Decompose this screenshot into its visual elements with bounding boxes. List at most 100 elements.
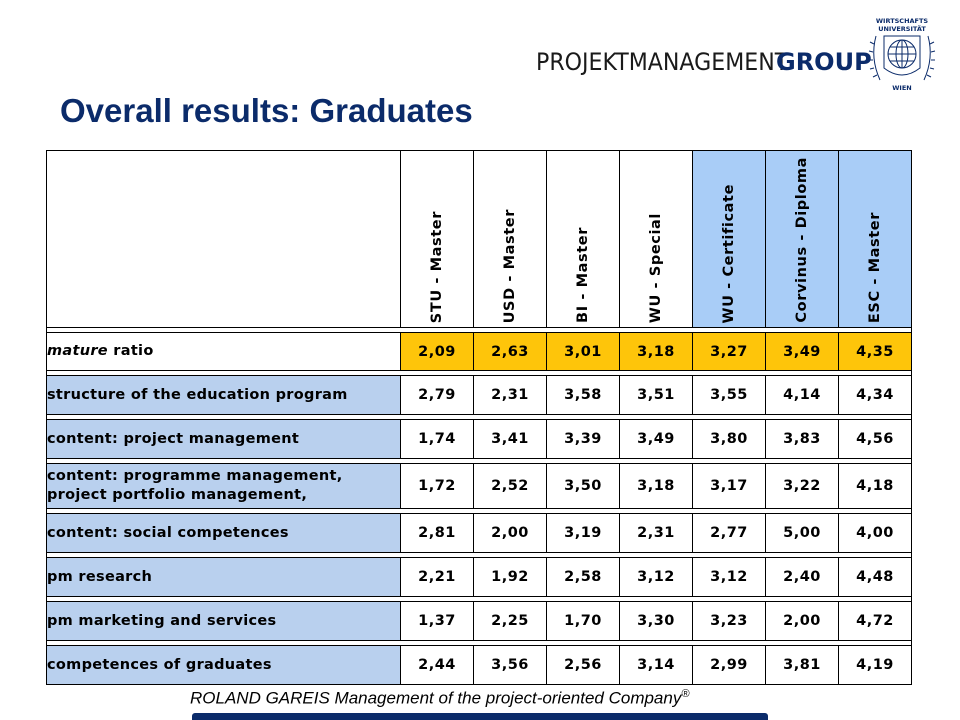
table-cell: 2,00	[473, 513, 547, 553]
table-cell: 4,72	[838, 601, 912, 641]
row-label-line-1: content: programme management,	[47, 468, 343, 484]
svg-text:WIEN: WIEN	[892, 84, 911, 92]
table-cell: 3,51	[619, 375, 693, 415]
table-cell: 4,14	[765, 375, 839, 415]
table-cell: 2,63	[473, 332, 547, 371]
table-cell: 3,23	[692, 601, 766, 641]
table-cell: 1,37	[400, 601, 474, 641]
table-row: content: social competences 2,81 2,00 3,…	[46, 513, 912, 553]
table-row: pm marketing and services 1,37 2,25 1,70…	[46, 601, 912, 641]
table-cell: 2,25	[473, 601, 547, 641]
table-cell: 2,31	[473, 375, 547, 415]
table-cell: 4,34	[838, 375, 912, 415]
table-cell: 3,14	[619, 645, 693, 685]
table-cell: 4,48	[838, 557, 912, 597]
table-cell: 2,52	[473, 463, 547, 509]
table-cell: 3,30	[619, 601, 693, 641]
table-cell: 3,80	[692, 419, 766, 459]
row-label-line-2: project portfolio management,	[47, 487, 308, 503]
column-header-label: STU - Master	[429, 210, 445, 323]
column-header: Corvinus - Diploma	[765, 150, 839, 328]
footer-label: ROLAND GAREIS Management of the project-…	[190, 688, 682, 708]
table-cell: 2,21	[400, 557, 474, 597]
column-header: WU - Special	[619, 150, 693, 328]
table-cell: 3,81	[765, 645, 839, 685]
column-header-label: ESC - Master	[867, 211, 883, 323]
table-cell: 2,44	[400, 645, 474, 685]
column-header: WU - Certificate	[692, 150, 766, 328]
table-cell: 3,55	[692, 375, 766, 415]
row-label-italic: mature	[47, 343, 108, 359]
table-cell: 2,99	[692, 645, 766, 685]
table-cell: 3,27	[692, 332, 766, 371]
table-cell: 3,17	[692, 463, 766, 509]
table-header-row: STU - Master USD - Master BI - Master WU…	[46, 150, 912, 328]
table-cell: 3,18	[619, 463, 693, 509]
table-cell: 3,83	[765, 419, 839, 459]
footer-bar	[192, 713, 768, 720]
column-header-label: WU - Special	[648, 212, 664, 323]
column-header: ESC - Master	[838, 150, 912, 328]
table-cell: 2,77	[692, 513, 766, 553]
footer-text: ROLAND GAREIS Management of the project-…	[190, 688, 689, 709]
results-table: STU - Master USD - Master BI - Master WU…	[46, 150, 912, 685]
table-cell: 1,92	[473, 557, 547, 597]
table-cell: 4,18	[838, 463, 912, 509]
table-cell: 2,00	[765, 601, 839, 641]
row-label: pm marketing and services	[46, 601, 401, 641]
table-cell: 2,56	[546, 645, 620, 685]
table-row: structure of the education program 2,79 …	[46, 375, 912, 415]
row-label: pm research	[46, 557, 401, 597]
row-label: mature ratio	[46, 332, 401, 371]
table-row: competences of graduates 2,44 3,56 2,56 …	[46, 645, 912, 685]
table-cell: 4,19	[838, 645, 912, 685]
row-label: content: social competences	[46, 513, 401, 553]
table-cell: 3,39	[546, 419, 620, 459]
column-header-label: USD - Master	[502, 208, 518, 323]
row-label-rest: ratio	[107, 343, 154, 359]
table-row: pm research 2,21 1,92 2,58 3,12 3,12 2,4…	[46, 557, 912, 597]
row-label: content: project management	[46, 419, 401, 459]
table-cell: 3,22	[765, 463, 839, 509]
table-cell: 3,50	[546, 463, 620, 509]
column-header: USD - Master	[473, 150, 547, 328]
column-header: STU - Master	[400, 150, 474, 328]
table-cell: 5,00	[765, 513, 839, 553]
table-cell: 2,31	[619, 513, 693, 553]
mature-ratio-row: mature ratio 2,09 2,63 3,01 3,18 3,27 3,…	[46, 332, 912, 371]
table-cell: 3,49	[619, 419, 693, 459]
table-row: content: project management 1,74 3,41 3,…	[46, 419, 912, 459]
table-cell: 3,58	[546, 375, 620, 415]
table-corner-cell	[46, 150, 401, 328]
table-cell: 1,70	[546, 601, 620, 641]
table-cell: 1,72	[400, 463, 474, 509]
registered-mark: ®	[681, 688, 690, 700]
column-header: BI - Master	[546, 150, 620, 328]
brand-bold: GROUP	[776, 48, 872, 76]
table-cell: 2,81	[400, 513, 474, 553]
svg-text:WIRTSCHAFTS: WIRTSCHAFTS	[876, 17, 929, 25]
table-cell: 3,18	[619, 332, 693, 371]
table-cell: 3,19	[546, 513, 620, 553]
table-row: content: programme management, project po…	[46, 463, 912, 509]
table-cell: 3,12	[619, 557, 693, 597]
university-seal-icon: WIRTSCHAFTS UNIVERSITÄT WIEN	[868, 17, 936, 92]
table-cell: 4,35	[838, 332, 912, 371]
table-cell: 2,58	[546, 557, 620, 597]
table-cell: 2,40	[765, 557, 839, 597]
row-label: content: programme management, project po…	[46, 463, 401, 509]
brand-light: PROJEKTMANAGEMENT	[536, 48, 789, 76]
row-label: structure of the education program	[46, 375, 401, 415]
table-cell: 4,00	[838, 513, 912, 553]
table-cell: 3,49	[765, 332, 839, 371]
page-title: Overall results: Graduates	[60, 92, 473, 129]
table-cell: 3,01	[546, 332, 620, 371]
column-header-label: WU - Certificate	[721, 183, 737, 323]
svg-text:UNIVERSITÄT: UNIVERSITÄT	[878, 24, 926, 33]
table-cell: 3,56	[473, 645, 547, 685]
table-cell: 1,74	[400, 419, 474, 459]
table-cell: 3,41	[473, 419, 547, 459]
column-header-label: BI - Master	[575, 227, 591, 323]
table-cell: 4,56	[838, 419, 912, 459]
column-header-label: Corvinus - Diploma	[794, 157, 810, 323]
